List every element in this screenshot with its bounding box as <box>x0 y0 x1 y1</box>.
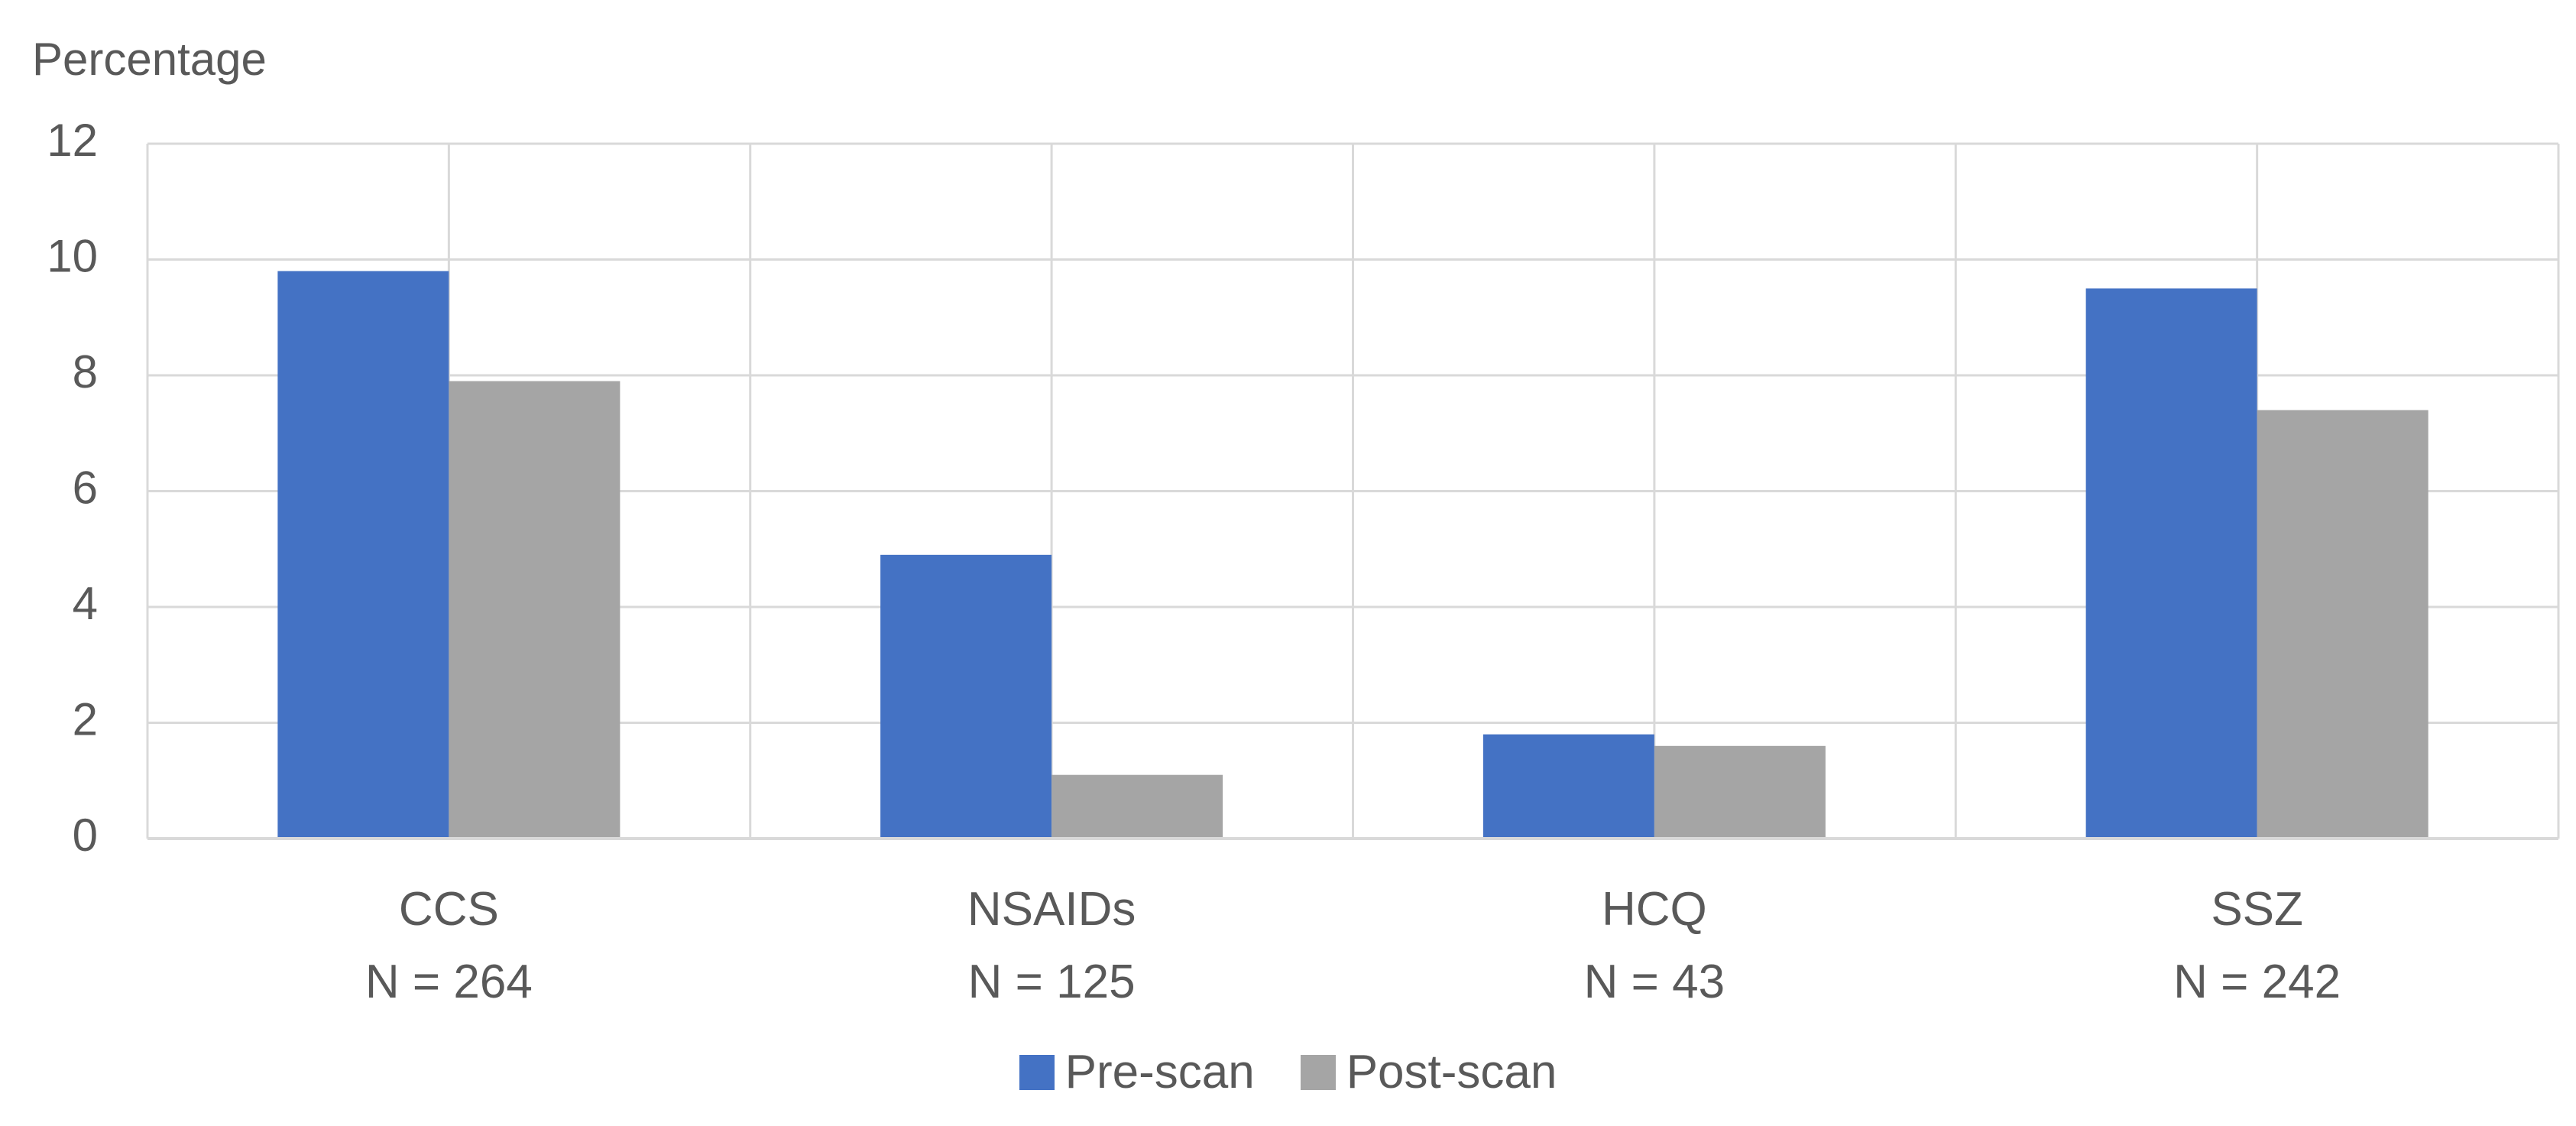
legend-label: Post-scan <box>1346 1046 1557 1098</box>
y-tick-label: 8 <box>73 346 98 398</box>
bar-pre-scan <box>1482 734 1654 839</box>
y-tick-label: 12 <box>47 115 98 166</box>
x-tick-label: SSZ <box>2211 883 2303 936</box>
y-tick-label: 10 <box>47 230 98 281</box>
x-tick-sublabel: N = 43 <box>1584 956 1725 1008</box>
x-tick-label: CCS <box>399 883 499 936</box>
bar-pre-scan <box>277 271 449 839</box>
y-tick-label: 6 <box>73 462 98 513</box>
legend-swatch <box>1019 1055 1055 1090</box>
y-tick-label: 2 <box>73 693 98 745</box>
bar-pre-scan <box>880 554 1052 839</box>
legend-item: Post-scan <box>1300 1046 1557 1098</box>
x-tick-sublabel: N = 264 <box>365 956 533 1008</box>
bar-post-scan <box>1051 774 1223 839</box>
legend-item: Pre-scan <box>1019 1049 1255 1096</box>
bar-post-scan <box>449 381 621 839</box>
x-tick-sublabel: N = 125 <box>968 956 1136 1008</box>
y-tick-label: 0 <box>73 810 98 861</box>
x-tick-sublabel: N = 242 <box>2173 956 2341 1008</box>
bar-post-scan <box>1654 745 1826 839</box>
x-tick-label: NSAIDs <box>967 883 1136 936</box>
legend-label: Pre-scan <box>1064 1046 1255 1098</box>
legend: Pre-scan Post-scan <box>0 1049 2576 1096</box>
y-axis-label: Percentage <box>32 34 267 85</box>
bar-post-scan <box>2257 410 2429 839</box>
legend-swatch <box>1300 1055 1336 1090</box>
y-tick-label: 4 <box>73 578 98 629</box>
x-tick-label: HCQ <box>1602 883 1707 936</box>
bar-pre-scan <box>2085 288 2257 839</box>
